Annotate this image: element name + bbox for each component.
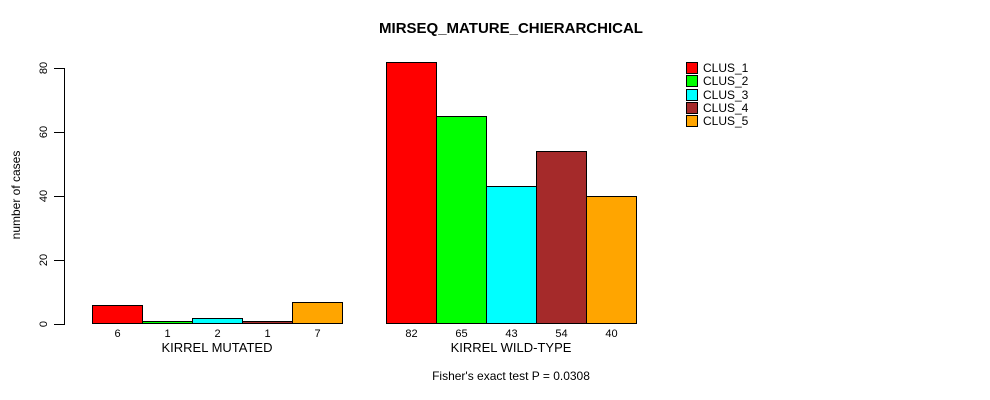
y-tick-label: 80 <box>38 61 50 75</box>
bar <box>292 302 343 324</box>
legend-label: CLUS_2 <box>703 74 749 88</box>
bar-value-label: 82 <box>405 328 418 340</box>
bar-value-label: 65 <box>455 328 468 340</box>
legend-label: CLUS_5 <box>703 114 749 128</box>
group-label: KIRREL MUTATED <box>161 340 273 355</box>
bar <box>586 196 637 324</box>
bar-value-label: 1 <box>264 328 271 340</box>
legend-swatch <box>686 89 698 101</box>
legend-label: CLUS_4 <box>703 101 749 115</box>
legend-swatch <box>686 102 698 114</box>
bar-value-label: 54 <box>555 328 568 340</box>
bar <box>92 305 143 324</box>
y-tick-label: 40 <box>38 189 50 203</box>
legend-swatch <box>686 115 698 127</box>
bar-value-label: 1 <box>164 328 171 340</box>
chart-title: MIRSEQ_MATURE_CHIERARCHICAL <box>379 20 643 37</box>
y-tick <box>54 132 65 133</box>
bar <box>536 151 587 324</box>
bar <box>386 62 437 324</box>
bar-value-label: 2 <box>214 328 221 340</box>
group-label: KIRREL WILD-TYPE <box>450 340 572 355</box>
y-tick-label: 60 <box>38 125 50 139</box>
y-axis-label: number of cases <box>9 150 23 240</box>
legend-label: CLUS_1 <box>703 61 749 75</box>
bar <box>486 186 537 324</box>
bar <box>436 116 487 324</box>
y-tick-label: 20 <box>38 253 50 267</box>
legend-label: CLUS_3 <box>703 88 749 102</box>
y-tick <box>54 196 65 197</box>
y-tick <box>54 324 65 325</box>
fisher-test-annotation: Fisher's exact test P = 0.0308 <box>432 369 590 383</box>
bar-value-label: 6 <box>114 328 121 340</box>
bar <box>242 321 293 324</box>
y-tick <box>54 260 65 261</box>
y-tick-label: 0 <box>38 320 50 328</box>
y-tick <box>54 68 65 69</box>
bar-value-label: 40 <box>605 328 618 340</box>
legend-swatch <box>686 62 698 74</box>
legend-swatch <box>686 75 698 87</box>
bar <box>192 318 243 324</box>
bar-value-label: 7 <box>314 328 321 340</box>
bar-value-label: 43 <box>505 328 518 340</box>
bar <box>142 321 193 324</box>
